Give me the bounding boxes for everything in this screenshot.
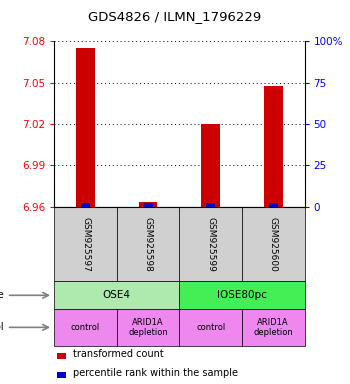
- Text: transformed count: transformed count: [73, 349, 164, 359]
- Text: cell line: cell line: [0, 290, 4, 300]
- Bar: [54, 281, 179, 309]
- Bar: [179, 281, 304, 309]
- Text: GSM925600: GSM925600: [269, 217, 278, 271]
- Text: percentile rank within the sample: percentile rank within the sample: [73, 368, 238, 378]
- Bar: [206, 203, 215, 207]
- Text: protocol: protocol: [0, 322, 4, 333]
- Bar: [57, 353, 66, 359]
- Bar: [54, 207, 117, 281]
- Text: GDS4826 / ILMN_1796229: GDS4826 / ILMN_1796229: [88, 10, 262, 23]
- Bar: [264, 86, 282, 207]
- Bar: [242, 207, 304, 281]
- Text: OSE4: OSE4: [103, 290, 131, 300]
- Text: GSM925599: GSM925599: [206, 217, 215, 271]
- Text: ARID1A
depletion: ARID1A depletion: [128, 318, 168, 337]
- Bar: [76, 48, 95, 207]
- Bar: [179, 207, 242, 281]
- Text: IOSE80pc: IOSE80pc: [217, 290, 267, 300]
- Bar: [117, 207, 179, 281]
- Bar: [144, 203, 153, 207]
- Text: control: control: [196, 323, 225, 332]
- Bar: [54, 309, 117, 346]
- Bar: [268, 203, 278, 207]
- Bar: [201, 124, 220, 207]
- Bar: [242, 309, 304, 346]
- Bar: [139, 202, 158, 207]
- Text: GSM925597: GSM925597: [81, 217, 90, 271]
- Text: GSM925598: GSM925598: [144, 217, 153, 271]
- Text: ARID1A
depletion: ARID1A depletion: [253, 318, 293, 337]
- Bar: [81, 203, 90, 207]
- Bar: [117, 309, 179, 346]
- Bar: [57, 372, 66, 379]
- Bar: [179, 309, 242, 346]
- Text: control: control: [71, 323, 100, 332]
